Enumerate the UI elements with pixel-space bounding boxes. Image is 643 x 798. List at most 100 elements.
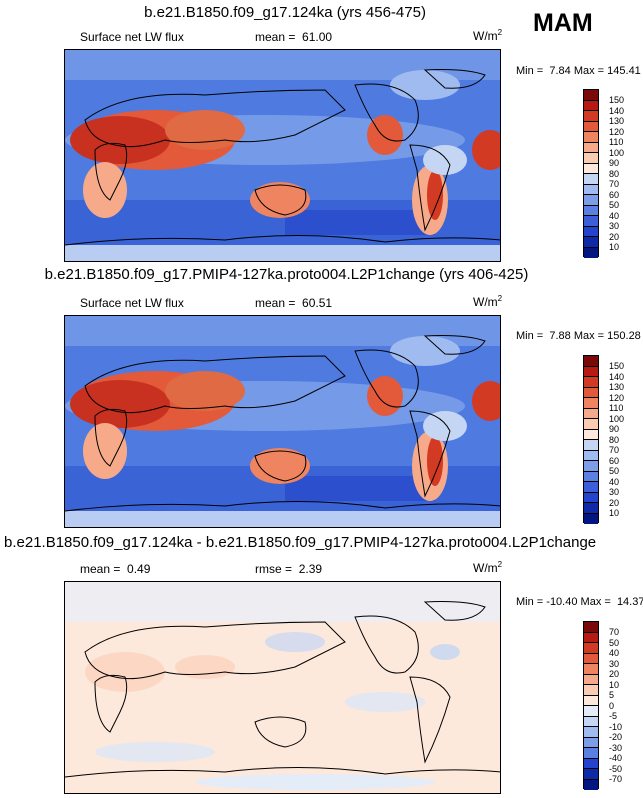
colorbar-tick: 150 [609,361,625,371]
panel2-colorbar-swatch [584,419,598,430]
panel3-colorbar-swatch [584,758,598,769]
colorbar-tick: 50 [609,200,620,210]
panel1-units: W/m2 [473,28,503,43]
colorbar-tick: 70 [609,179,620,189]
panel3-title: b.e21.B1850.f09_g17.124ka - b.e21.B1850.… [4,534,597,551]
panel1-colorbar-swatch [584,132,598,143]
colorbar-tick: 90 [609,424,620,434]
panel2-mean: mean = 60.51 [255,296,333,310]
colorbar-tick: 40 [609,210,620,221]
colorbar-tick: 120 [609,126,625,137]
colorbar-tick: 90 [609,158,620,168]
colorbar-tick: 50 [609,637,620,648]
panel3-colorbar-swatch [584,716,598,727]
panel3-colorbar-swatch [584,737,598,748]
panel2-colorbar-swatch [584,398,598,409]
panel2-colorbar-swatch [584,461,598,472]
season-label: MAM [533,9,593,37]
panel1-colorbar-swatch [584,205,598,216]
panel3-minmax: Min = -10.40 Max = 14.37 [516,596,643,608]
colorbar-tick: -40 [609,753,623,763]
colorbar-tick: 20 [609,669,620,679]
colorbar-tick: 150 [609,95,625,105]
panel2-colorbar-swatch [584,471,598,482]
panel2-title: b.e21.B1850.f09_g17.PMIP4-127ka.proto004… [44,266,529,283]
panel1-colorbar-swatch [584,174,598,185]
panel2-map-field [65,316,500,527]
panel1-colorbar-swatch [584,247,598,258]
panel3-colorbar-swatch [584,664,598,675]
panel2-colorbar-swatch [584,492,598,503]
panel3-colorbar-swatch [584,632,598,643]
panel3-colorbar-swatch [584,622,598,633]
colorbar-tick: 60 [609,455,620,466]
panel3-colorbar-swatch [584,643,598,654]
panel1-map-field [65,50,500,261]
panel1-colorbar-swatch [584,184,598,195]
colorbar-tick: 80 [609,434,620,445]
panel1-colorbar [583,89,599,258]
colorbar-tick: -30 [609,742,623,753]
colorbar-tick: 10 [609,508,620,518]
panel3-colorbar-swatch [584,727,598,738]
panel1-colorbar-swatch [584,111,598,122]
panel1-minmax: Min = 7.84 Max = 145.41 [516,65,641,77]
colorbar-tick: 80 [609,168,620,179]
colorbar-tick: 30 [609,658,620,669]
panel1-colorbar-swatch [584,226,598,237]
colorbar-tick: 5 [609,690,615,700]
panel2-colorbar [583,355,599,524]
panel2-colorbar-swatch [584,450,598,461]
colorbar-tick: 70 [609,445,620,455]
panel2-colorbar-swatch [584,503,598,514]
panel1-colorbar-swatch [584,195,598,206]
panel1-colorbar-swatch [584,90,598,101]
colorbar-tick: -70 [609,774,623,784]
colorbar-tick: 70 [609,627,620,637]
panel1-colorbar-swatch [584,216,598,227]
colorbar-tick: 10 [609,242,620,252]
panel2-variable: Surface net LW flux [80,296,184,310]
colorbar-tick: 50 [609,466,620,476]
panel1-title: b.e21.B1850.f09_g17.124ka (yrs 456-475) [144,4,426,21]
colorbar-tick: 100 [609,147,625,158]
colorbar-tick: 100 [609,413,625,424]
panel3-map [64,581,501,794]
colorbar-tick: -5 [609,711,618,721]
panel1-colorbar-swatch [584,142,598,153]
panel3-mean: mean = 0.49 [80,562,151,576]
panel3-colorbar-swatch [584,685,598,696]
colorbar-tick: 120 [609,392,625,403]
panel1-map [64,49,501,262]
colorbar-tick: 110 [609,403,624,413]
panel3-colorbar-swatch [584,769,598,780]
panel3-map-field [65,582,500,793]
colorbar-tick: 20 [609,231,620,242]
panel1-variable: Surface net LW flux [80,30,184,44]
panel2-colorbar-swatch [584,440,598,451]
panel3-units: W/m2 [473,560,503,575]
panel3-colorbar-swatch [584,748,598,759]
panel2-map [64,315,501,528]
panel1-colorbar-swatch [584,153,598,164]
panel1-mean: mean = 61.00 [255,30,333,44]
colorbar-tick: 10 [609,679,620,690]
panel1-colorbar-swatch [584,237,598,248]
panel2-minmax: Min = 7.88 Max = 150.28 [516,330,641,342]
colorbar-tick: 20 [609,497,620,508]
panel2-colorbar-swatch [584,387,598,398]
panel2-colorbar-swatch [584,356,598,367]
panel3-colorbar-swatch [584,695,598,706]
panel2-colorbar-swatch [584,366,598,377]
panel3-colorbar-swatch [584,706,598,717]
panel3-colorbar-swatch [584,653,598,664]
panel3-colorbar-swatch [584,674,598,685]
colorbar-tick: 130 [609,382,625,392]
panel2-colorbar-swatch [584,513,598,524]
panel3-rmse: rmse = 2.39 [255,562,323,576]
colorbar-tick: 140 [609,105,625,116]
colorbar-tick: 40 [609,476,620,487]
colorbar-tick: 30 [609,487,620,497]
colorbar-tick: -50 [609,763,623,774]
panel1-colorbar-swatch [584,163,598,174]
